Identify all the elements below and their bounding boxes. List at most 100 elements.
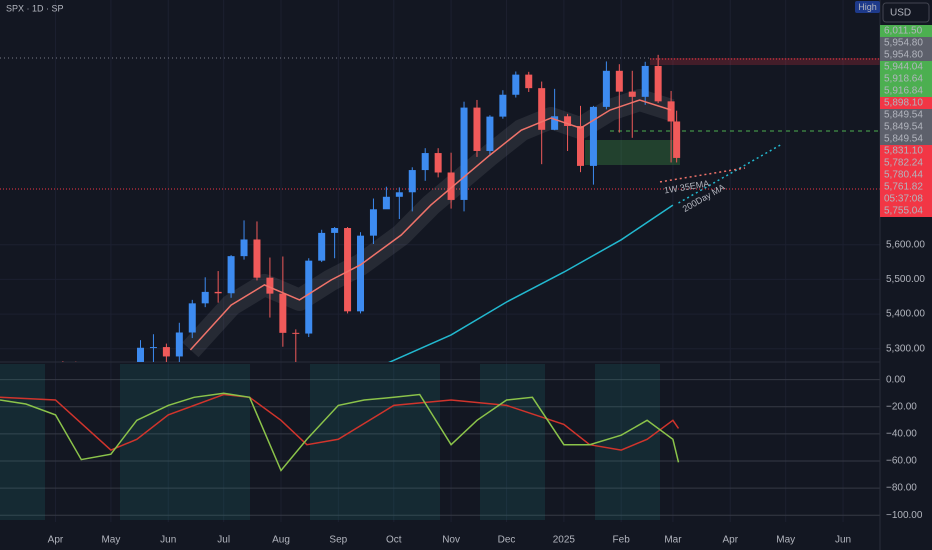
indicator-line	[0, 393, 680, 451]
y-tick-label: −100.00	[886, 510, 923, 521]
zone	[120, 364, 250, 520]
price-tag-bg	[880, 145, 932, 157]
price-tag: 5,849.54	[884, 122, 923, 133]
x-tick-label: Sep	[329, 535, 347, 546]
x-tick-label: Jun	[160, 535, 176, 546]
price-tag: 5,782.24	[884, 158, 923, 169]
candle-body	[667, 101, 675, 122]
price-tag-bg	[880, 193, 932, 205]
zone	[0, 364, 45, 520]
zone	[595, 364, 660, 520]
indicator-pane	[0, 392, 680, 472]
price-tag-bg	[880, 85, 932, 97]
candle-body	[305, 260, 313, 334]
candle-body	[253, 239, 261, 278]
x-tick-label: Aug	[272, 535, 290, 546]
x-tick-label: Apr	[48, 535, 64, 546]
price-tag: 05:37:08	[884, 194, 923, 205]
y-tick-label: 5,500.00	[886, 274, 925, 285]
candle-body	[434, 153, 442, 173]
candle-body	[589, 106, 597, 166]
candle-body	[673, 121, 681, 158]
price-tag-bg	[880, 73, 932, 85]
price-tag-bg	[880, 25, 932, 37]
price-tag-bg	[880, 121, 932, 133]
price-tag-bg	[880, 205, 932, 217]
candle-body	[382, 196, 390, 210]
line	[189, 99, 672, 351]
price-tag: 5,849.54	[884, 134, 923, 145]
y-tick-label: 5,400.00	[886, 309, 925, 320]
indicator-zones	[0, 364, 660, 520]
badge-bg	[855, 1, 880, 13]
line	[659, 167, 746, 183]
candle-body	[525, 74, 533, 89]
price-tag: 5,954.80	[884, 50, 923, 61]
candle-body	[331, 228, 339, 233]
candle-body	[421, 153, 429, 171]
candle-body	[615, 70, 623, 92]
x-tick-label: May	[776, 535, 795, 546]
zone	[480, 364, 545, 520]
price-tag-bg	[880, 109, 932, 121]
candle-body	[357, 235, 365, 312]
candle-body	[447, 172, 455, 200]
x-tick-label: Jul	[217, 535, 230, 546]
price-tag: 5,849.54	[884, 110, 923, 121]
x-tick-label: Nov	[442, 535, 460, 546]
y-tick-label: −80.00	[886, 483, 917, 494]
price-tag: 5,898.10	[884, 98, 923, 109]
range-box	[585, 140, 680, 165]
candle-body	[214, 291, 222, 294]
candle-body	[486, 116, 494, 151]
currency-box[interactable]	[882, 2, 930, 23]
price-tag-bg	[880, 181, 932, 193]
price-tag: 5,954.80	[884, 38, 923, 49]
y-tick-label: −20.00	[886, 401, 917, 412]
price-tag-bg	[880, 61, 932, 73]
price-tag: 5,916.84	[884, 86, 923, 97]
candle-body	[395, 192, 403, 197]
line	[388, 204, 674, 362]
y-tick-label: 5,600.00	[886, 239, 925, 250]
candle-body	[240, 239, 248, 257]
y-tick-label: −60.00	[886, 456, 917, 467]
price-tag-bg	[880, 169, 932, 181]
candle-body	[279, 293, 287, 333]
candle-body	[641, 65, 649, 97]
candle-body	[654, 65, 662, 102]
symbol: SPX · 1D · SP	[6, 3, 64, 13]
x-tick-label: Apr	[722, 535, 738, 546]
candle-body	[201, 291, 209, 304]
price-tag: 5,780.44	[884, 170, 923, 181]
y-tick-label: 5,300.00	[886, 343, 925, 354]
price-tag: 5,918.64	[884, 74, 923, 85]
range-box	[650, 58, 880, 65]
candle-body	[188, 303, 196, 333]
candle-body	[538, 88, 546, 130]
candle-body	[512, 74, 520, 95]
badge[interactable]: High	[858, 2, 877, 12]
price-tag: 6,011.50	[884, 26, 923, 37]
price-tag-bg	[880, 37, 932, 49]
price-tag-bg	[880, 133, 932, 145]
candle-body	[318, 232, 326, 261]
y-tick-label: 0.00	[886, 374, 906, 385]
candle-body	[499, 94, 507, 117]
candle-body	[344, 228, 352, 312]
y-tick-label: −40.00	[886, 429, 917, 440]
candle-body	[577, 125, 585, 166]
candle-body	[162, 347, 170, 357]
candle-body	[602, 70, 610, 107]
currency[interactable]: USD	[890, 8, 911, 19]
candle-body	[460, 107, 468, 200]
x-tick-label: Oct	[386, 535, 402, 546]
x-tick-label: Jun	[835, 535, 851, 546]
price-tag: 5,761.82	[884, 182, 923, 193]
price-tag: 5,831.10	[884, 146, 923, 157]
candle-body	[137, 347, 145, 362]
candle-body	[266, 277, 274, 294]
